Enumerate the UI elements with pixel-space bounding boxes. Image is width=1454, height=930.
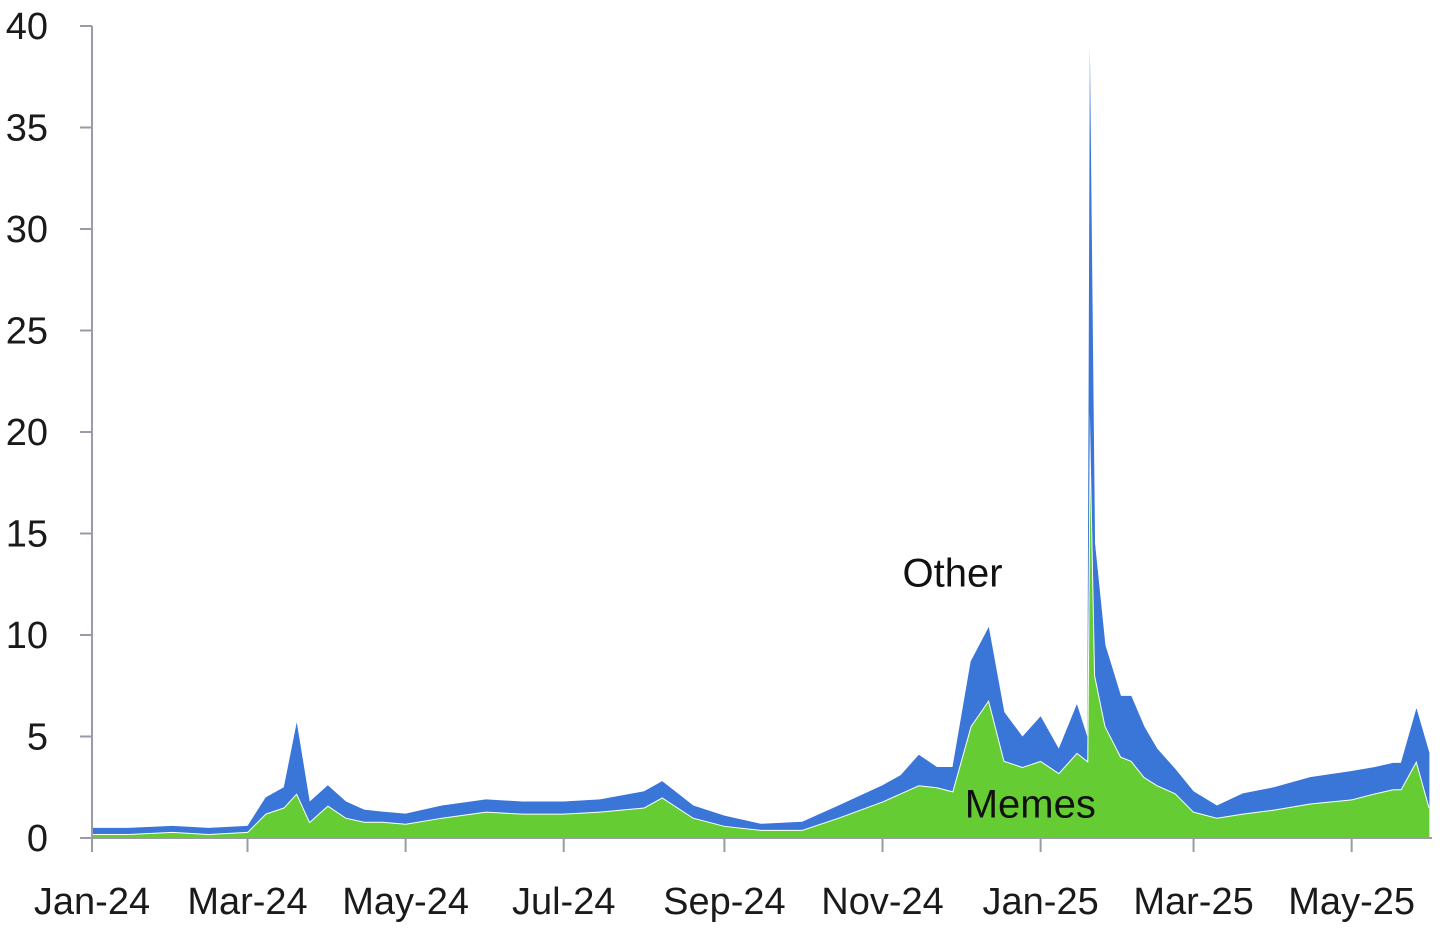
- y-tick-label: 20: [6, 412, 48, 454]
- x-tick-label: May-25: [1288, 881, 1415, 923]
- series-labels: Other Memes: [902, 551, 1095, 826]
- y-tick-label: 35: [6, 108, 48, 150]
- y-tick-label: 0: [27, 818, 48, 860]
- x-tick-label: Jul-24: [512, 881, 616, 923]
- series-label-memes: Memes: [965, 783, 1096, 827]
- plot-area: [92, 46, 1431, 838]
- y-tick-label: 15: [6, 514, 48, 556]
- y-axis: 0 5 10 15 20 25 30 35 40: [6, 6, 92, 860]
- series-area-other: [92, 46, 1430, 834]
- x-tick-label: Nov-24: [821, 881, 944, 923]
- x-tick-label: Mar-24: [187, 881, 307, 923]
- y-tick-label: 10: [6, 615, 48, 657]
- x-tick-label: May-24: [342, 881, 469, 923]
- y-tick-label: 40: [6, 6, 48, 48]
- x-tick-label: Mar-25: [1133, 881, 1253, 923]
- series-label-other: Other: [902, 551, 1002, 595]
- y-tick-label: 25: [6, 311, 48, 353]
- y-tick-label: 30: [6, 209, 48, 251]
- y-tick-label: 5: [27, 717, 48, 759]
- x-tick-label: Sep-24: [663, 881, 786, 923]
- x-tick-label: Jan-24: [34, 881, 150, 923]
- x-axis: Jan-24 Mar-24 May-24 Jul-24 Sep-24 Nov-24 Jan-…: [34, 838, 1415, 923]
- x-tick-label: Jan-25: [983, 881, 1099, 923]
- series-area-memes: [92, 411, 1430, 838]
